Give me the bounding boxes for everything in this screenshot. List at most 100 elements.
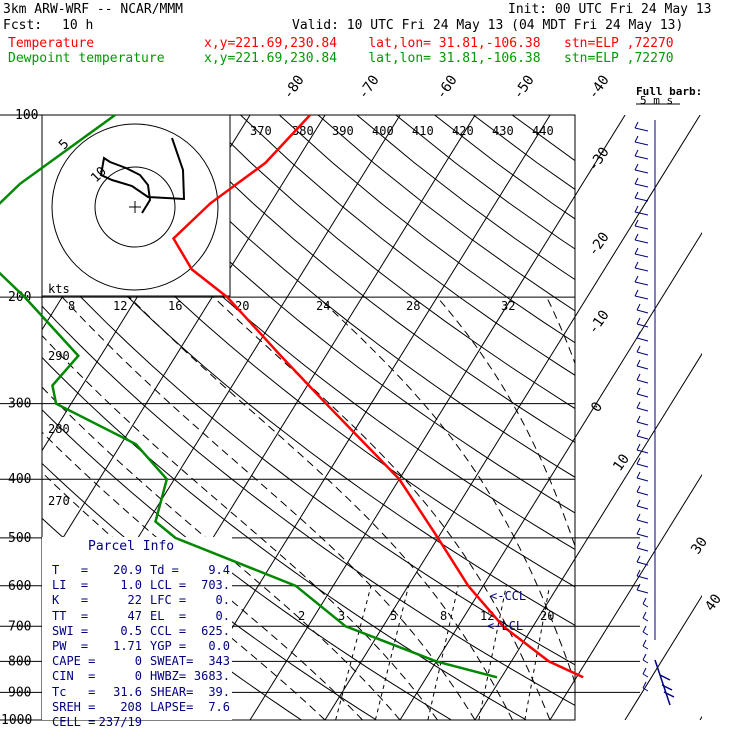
dry-adiabat [42,305,575,706]
wind-barb [636,429,649,440]
isotherm-label: 30 [688,534,711,557]
wind-barb [634,191,649,202]
parcel-value: 237/19 [98,715,142,729]
pressure-tick-label: 300 [8,397,31,412]
wind-barb [636,541,649,552]
parcel-key: CIN = [52,669,96,684]
dry-adiabat [123,115,575,478]
parcel-value: 625. [201,623,230,638]
parcel-key: HWBZ= [150,669,187,684]
wind-barb [642,625,649,636]
dry-adiabat [84,115,575,514]
mixing-ratio-top-label: 16 [168,299,182,313]
wind-barb [636,583,649,594]
parcel-value: 1.0 [120,578,142,593]
parcel-key: T = [52,563,89,577]
wind-barb [634,177,649,188]
isotherm-label: -60 [433,72,461,102]
wind-barb [642,597,649,608]
parcel-value: 703. [201,578,230,593]
isotherm-label: 40 [702,591,725,614]
wind-barb [634,135,649,146]
isotherm-label: -70 [355,72,383,102]
mixing-ratio-label: 20 [540,609,554,623]
pressure-labels: 100 200 300 400 500 600 700 800 900 1000 [1,108,38,728]
dry-adiabat [42,356,527,720]
dewpoint-label: Dewpoint temperature [8,51,165,66]
parcel-key: LI = [52,578,89,593]
hodograph-center [129,201,141,213]
wind-barb [636,345,649,356]
theta-label: 420 [452,124,474,138]
dry-adiabat [240,115,575,376]
wind-barb [642,639,649,650]
hodograph-unit-label: kts [48,282,70,296]
parcel-value: 20.9 [113,563,142,577]
parcel-value: 0. [215,593,230,608]
mixing-ratio-label: 2 [298,609,305,623]
wind-barb [634,219,649,230]
mixing-ratio-line [524,585,551,720]
pressure-tick-label: 800 [8,654,31,669]
parcel-value: 0.5 [120,623,142,638]
temperature-label: Temperature [8,36,95,51]
wind-barb [642,653,649,664]
parcel-key: LAPSE= [150,699,194,714]
parcel-value: 47 [127,608,142,623]
wind-barb [636,331,649,342]
moist-adiabat [436,296,575,548]
parcel-value: 7.6 [208,699,230,714]
mixing-ratio-line [335,585,372,720]
dry-adiabat [201,115,575,410]
pressure-tick-label: 600 [8,579,31,594]
forecast-label: Fcst: [3,18,43,33]
isotherm-label: 10 [610,451,633,474]
model-title: 3km ARW-WRF -- NCAR/MMM [3,2,184,17]
isotherm [249,115,626,720]
wind-barb [636,303,649,314]
isotherm-label: -10 [585,307,613,337]
parcel-value: 39. [208,684,230,699]
parcel-key: CELL = [52,715,96,729]
parcel-key: LCL = [150,578,187,593]
dewpoint-info: x,y=221.69,230.84 lat,lon= 31.81,-106.38… [204,51,674,66]
parcel-value: 0.0 [208,639,230,653]
mixing-ratio-top-label: 12 [113,299,127,313]
parcel-key: SWI = [52,623,89,638]
valid-time: Valid: 10 UTC Fri 24 May 13 (04 MDT Fri … [292,18,684,33]
parcel-value: 9.4 [208,563,230,577]
dry-adiabat [511,115,575,162]
temperature-info: x,y=221.69,230.84 lat,lon= 31.81,-106.38… [204,36,674,51]
wind-barb [634,149,649,160]
wind-barb [642,667,649,678]
parcel-value: 22 [127,593,142,608]
barb-legend-unit: 5 m s [640,94,673,107]
annotations: <-CCL <-LCL [487,589,526,633]
ccl-annotation: <-CCL [490,589,526,603]
mixing-ratio-line [478,585,507,720]
mixing-ratio-top-label: 20 [235,299,249,313]
moist-adiabat [633,297,700,720]
parcel-value: 31.6 [113,684,142,699]
mixing-ratio-line [427,585,459,720]
parcel-key: Td = [150,563,179,577]
mixing-ratio-lines [335,585,551,720]
wind-barb [634,205,649,216]
wind-barb [636,555,649,566]
isotherm [549,473,702,720]
wind-barb [636,401,649,412]
hodograph-ring [94,166,176,248]
wind-barb [636,569,649,580]
parcel-info-title: Parcel Info [88,539,175,554]
wind-barb [636,317,649,328]
wind-barb [636,471,649,482]
wind-barb [634,247,649,258]
isotherm-label: -50 [510,72,538,102]
sounding-curves [0,113,584,679]
wind-barb [636,499,649,510]
isotherm [324,115,701,720]
parcel-value: 0 [134,669,142,684]
theta-label: 390 [332,124,354,138]
wind-barb [642,611,649,622]
isotherm [42,115,326,573]
